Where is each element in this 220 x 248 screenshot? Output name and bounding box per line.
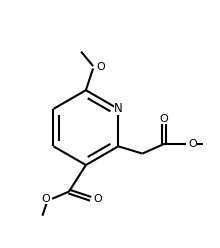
Text: O: O <box>41 194 50 204</box>
Text: N: N <box>114 102 123 115</box>
Text: O: O <box>93 194 102 204</box>
Text: O: O <box>160 114 169 124</box>
Text: O: O <box>96 62 105 72</box>
Text: O: O <box>188 139 197 149</box>
